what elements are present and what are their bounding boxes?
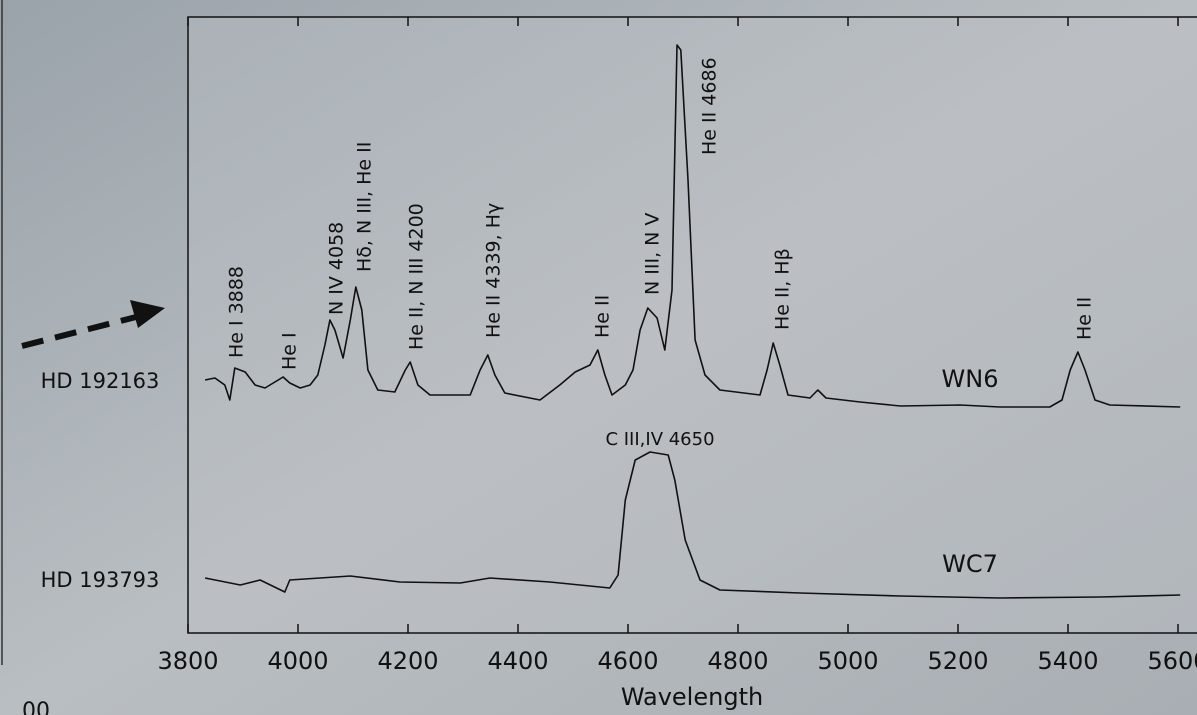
plot-frame [187, 16, 1197, 634]
line-annotation: He II, N III 4200 [406, 203, 428, 350]
series-type-label: WC7 [942, 550, 998, 578]
line-annotation: He II, Hβ [772, 248, 794, 330]
line-annotation: N IV 4058 [326, 222, 348, 315]
x-tick-label: 5200 [927, 647, 988, 675]
spectrum-line [204, 44, 1181, 408]
line-annotation: He II 4339, Hγ [483, 203, 505, 338]
x-tick-label: 4000 [267, 647, 328, 675]
line-annotation: He II [592, 295, 614, 338]
series-type-label: WN6 [942, 365, 999, 393]
x-tick-label: 5400 [1037, 647, 1098, 675]
x-tick-label: 4400 [487, 647, 548, 675]
x-tick-label: 4800 [707, 647, 768, 675]
line-annotation: He II [1074, 297, 1096, 340]
line-annotation: He I [279, 332, 301, 370]
corner-text: 00 [22, 699, 50, 715]
line-annotation: Hδ, N III, He II [354, 142, 376, 272]
series-name: HD 192163 [41, 369, 160, 393]
x-tick-label: 5600 [1147, 647, 1197, 675]
series-name: HD 193793 [41, 568, 160, 592]
line-annotation: N III, N V [642, 213, 664, 295]
x-axis-label: Wavelength [621, 683, 763, 711]
line-annotation: He II 4686 [699, 57, 721, 155]
spectrum-line [204, 451, 1181, 599]
x-tick-label: 4200 [377, 647, 438, 675]
x-tick-label: 4600 [597, 647, 658, 675]
line-annotation: C III,IV 4650 [605, 429, 714, 450]
arrow [21, 300, 165, 349]
line-annotation: He I 3888 [226, 266, 248, 358]
x-tick-label: 5000 [817, 647, 878, 675]
x-tick-label: 3800 [157, 647, 218, 675]
